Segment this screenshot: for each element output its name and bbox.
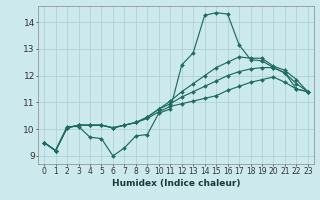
X-axis label: Humidex (Indice chaleur): Humidex (Indice chaleur) [112,179,240,188]
